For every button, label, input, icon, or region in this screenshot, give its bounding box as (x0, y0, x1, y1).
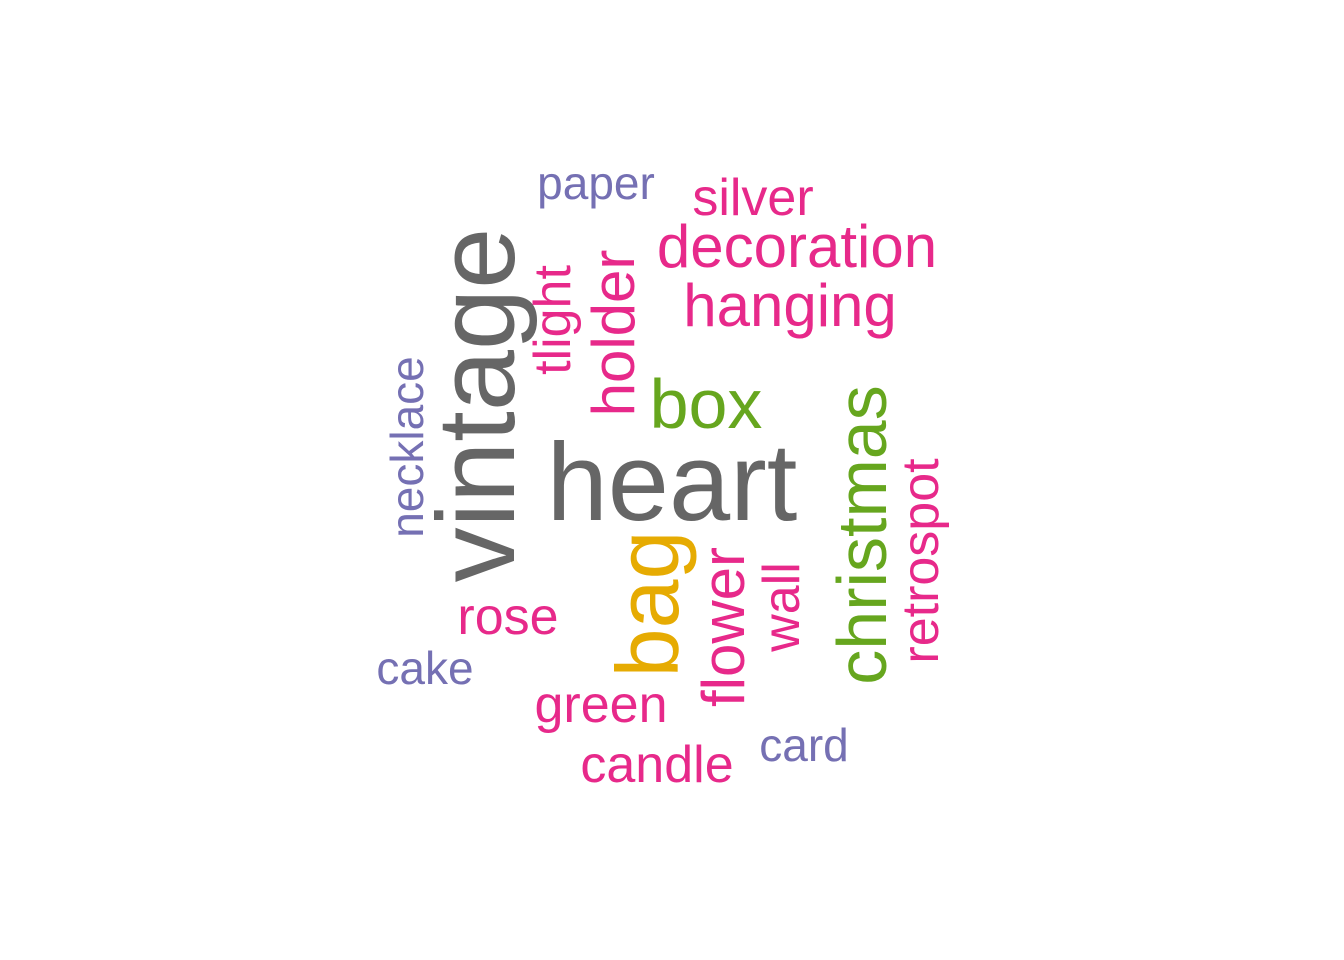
word-silver: silver (692, 169, 814, 227)
word-tlight: tlight (524, 265, 582, 375)
word-heart: heart (546, 421, 798, 544)
word-holder: holder (580, 249, 647, 417)
word-necklace: necklace (381, 356, 433, 538)
word-paper: paper (537, 157, 655, 209)
word-retrospot: retrospot (892, 458, 950, 664)
word-christmas: christmas (823, 385, 901, 685)
word-card: card (759, 719, 849, 771)
word-bag: bag (598, 530, 697, 678)
word-box: box (649, 365, 763, 443)
word-candle: candle (580, 736, 734, 794)
word-cake: cake (376, 642, 474, 694)
word-vintage: vintage (415, 227, 538, 583)
word-hanging: hanging (683, 272, 897, 339)
word-green: green (534, 676, 668, 734)
word-rose: rose (457, 588, 559, 646)
word-wall: wall (753, 562, 811, 652)
word-decoration: decoration (656, 213, 938, 280)
word-flower: flower (690, 546, 757, 708)
